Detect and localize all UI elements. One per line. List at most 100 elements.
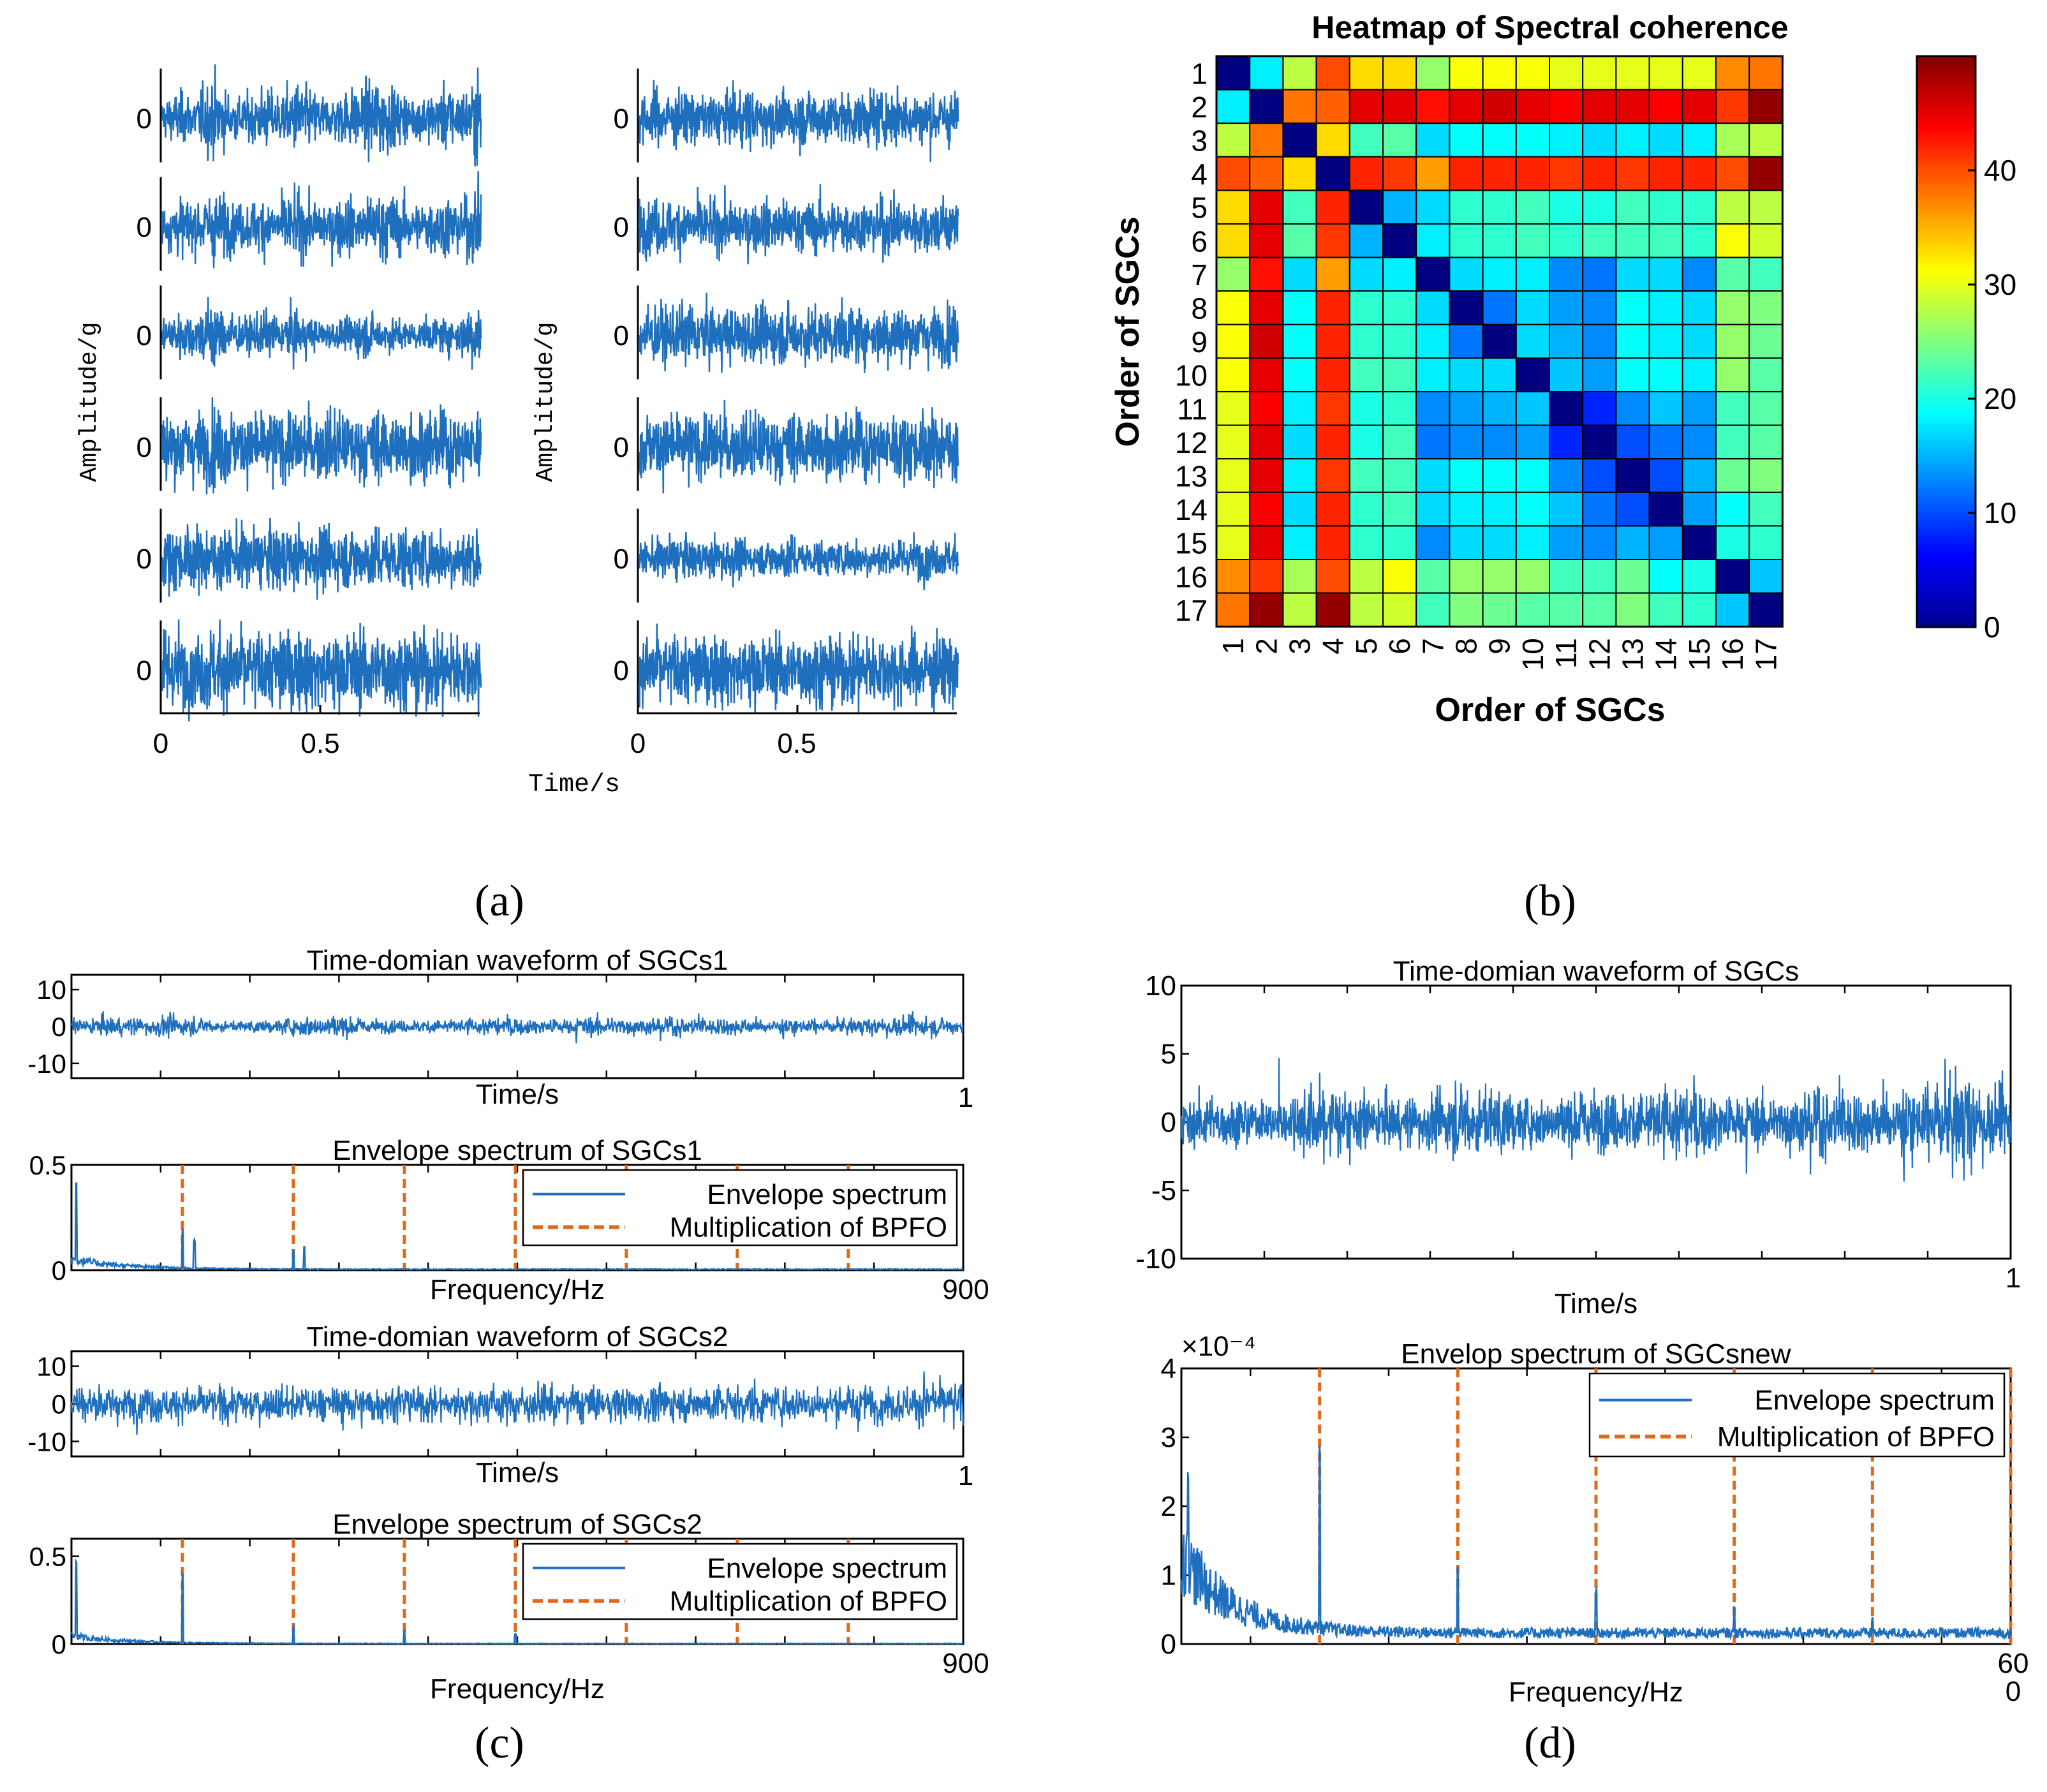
heatmap-frame [1215,55,1784,628]
heatmap-cell [1615,323,1650,359]
waveform-trace [638,80,959,163]
heatmap-cell [1648,357,1683,393]
heatmap-cell [1382,290,1417,325]
row-zero-tick: 0 [137,212,152,243]
heatmap-cell [1748,357,1784,393]
heatmap-cell [1482,525,1517,561]
y-tick-label: 0 [52,1255,66,1285]
heatmap-cell [1282,491,1317,527]
legend-label-spectrum: Envelope spectrum [1754,1385,1995,1416]
y-axis-multiplier: ×10⁻⁴ [1181,1331,1256,1362]
heatmap-cell [1282,391,1317,426]
heatmap-cell [1748,391,1784,426]
y-tick-label: 0.5 [29,1150,66,1180]
y-tick-label: 0.5 [29,1542,66,1572]
heatmap-cell [1482,357,1517,393]
heatmap-cell [1681,323,1717,359]
heatmap-cell [1349,56,1384,91]
heatmap-row-label: 13 [1175,460,1208,493]
heatmap-cell [1482,156,1517,191]
heatmap-cell [1515,156,1551,191]
heatmap-cell [1415,391,1451,426]
heatmap-col-label: 11 [1549,638,1583,669]
heatmap-cell [1648,391,1683,426]
heatmap-cell [1282,525,1317,561]
y-tick-label: 0 [1161,1107,1176,1138]
heatmap-cell [1715,189,1750,225]
heatmap-cell [1249,391,1284,426]
heatmap-cell [1449,156,1484,191]
heatmap-row-label: 6 [1191,225,1208,258]
heatmap-cell [1648,458,1683,493]
heatmap-cell [1715,156,1750,191]
heatmap-cell [1216,156,1251,191]
heatmap-cell [1315,357,1350,393]
panel-a-right-xtick-05: 0.5 [777,728,816,759]
heatmap-cell [1415,458,1451,493]
x-axis-label: Frequency/Hz [430,1673,605,1705]
colorbar-tick-label: 0 [1984,611,2000,644]
x-axis-label: Time/s [476,1079,559,1110]
y-tick-label: 2 [1161,1491,1176,1522]
heatmap-cell [1249,56,1284,91]
legend-box [1588,1372,2006,1458]
heatmap-cell [1382,56,1417,91]
heatmap-cell [1648,56,1683,91]
x-tick-label: 1 [958,1082,973,1113]
heatmap-col-label: 7 [1416,638,1449,655]
heatmap-col-label: 15 [1683,638,1716,670]
heatmap-row-label: 8 [1191,292,1208,325]
row-zero-tick: 0 [614,320,629,352]
heatmap-cell [1681,458,1717,493]
heatmap-cell [1715,223,1750,258]
panel-d-label: (d) [1524,1719,1576,1768]
heatmap-cell [1282,592,1317,628]
heatmap-cell [1216,559,1251,594]
heatmap-cell [1582,290,1617,325]
heatmap-cell [1681,491,1717,527]
envelope-spectrum-trace [70,1181,964,1271]
heatmap-cell [1515,122,1551,158]
heatmap-cell [1515,559,1551,594]
heatmap-cells [1215,55,1784,628]
heatmap-cell [1249,323,1284,359]
colorbar-tick-label: 40 [1984,154,2016,187]
heatmap-cell [1615,122,1650,158]
heatmap-cell [1648,89,1683,124]
heatmap-cell [1748,525,1784,561]
heatmap-cell [1349,592,1384,628]
heatmap-cell [1648,424,1683,460]
heatmap-cell [1415,491,1451,527]
heatmap-cell [1715,56,1750,91]
panel-a-ylabel-right: Amplitude/g [532,322,559,482]
heatmap-cell [1282,122,1317,158]
heatmap-cell [1615,559,1650,594]
heatmap-cell [1449,122,1484,158]
heatmap-cell [1216,56,1251,91]
heatmap-cell [1382,156,1417,191]
heatmap-column-labels: 1 2 3 4 5 6 7 8 9 10 11 12 13 14 15 16 17 [1216,638,1782,670]
heatmap-row-label: 12 [1175,426,1208,459]
panel-a-left-xtick-0: 0 [153,728,168,759]
heatmap-cell [1549,592,1584,628]
heatmap-cell [1315,491,1350,527]
colorbar-ticks: 0 10 20 30 40 [1968,154,2016,644]
heatmap-cell [1382,391,1417,426]
heatmap-cell [1482,256,1517,292]
heatmap-cell [1615,290,1650,325]
heatmap-cell [1449,458,1484,493]
heatmap-cell [1748,256,1784,292]
heatmap-cell [1681,156,1717,191]
heatmap-cell [1549,491,1584,527]
heatmap-cell [1648,223,1683,258]
heatmap-cell [1715,491,1750,527]
y-tick-label: 0 [52,1629,66,1659]
heatmap-cell [1216,89,1251,124]
heatmap-cell [1748,189,1784,225]
colorbar-tick-label: 30 [1984,268,2016,301]
subplot-title: Envelope spectrum of SGCs1 [332,1135,702,1166]
heatmap-cell [1681,189,1717,225]
panel-a-left-column: 0 0 0 0 0 0 [137,64,482,722]
heatmap-cell [1216,525,1251,561]
panel-a-xlabel: Time/s [528,771,620,799]
